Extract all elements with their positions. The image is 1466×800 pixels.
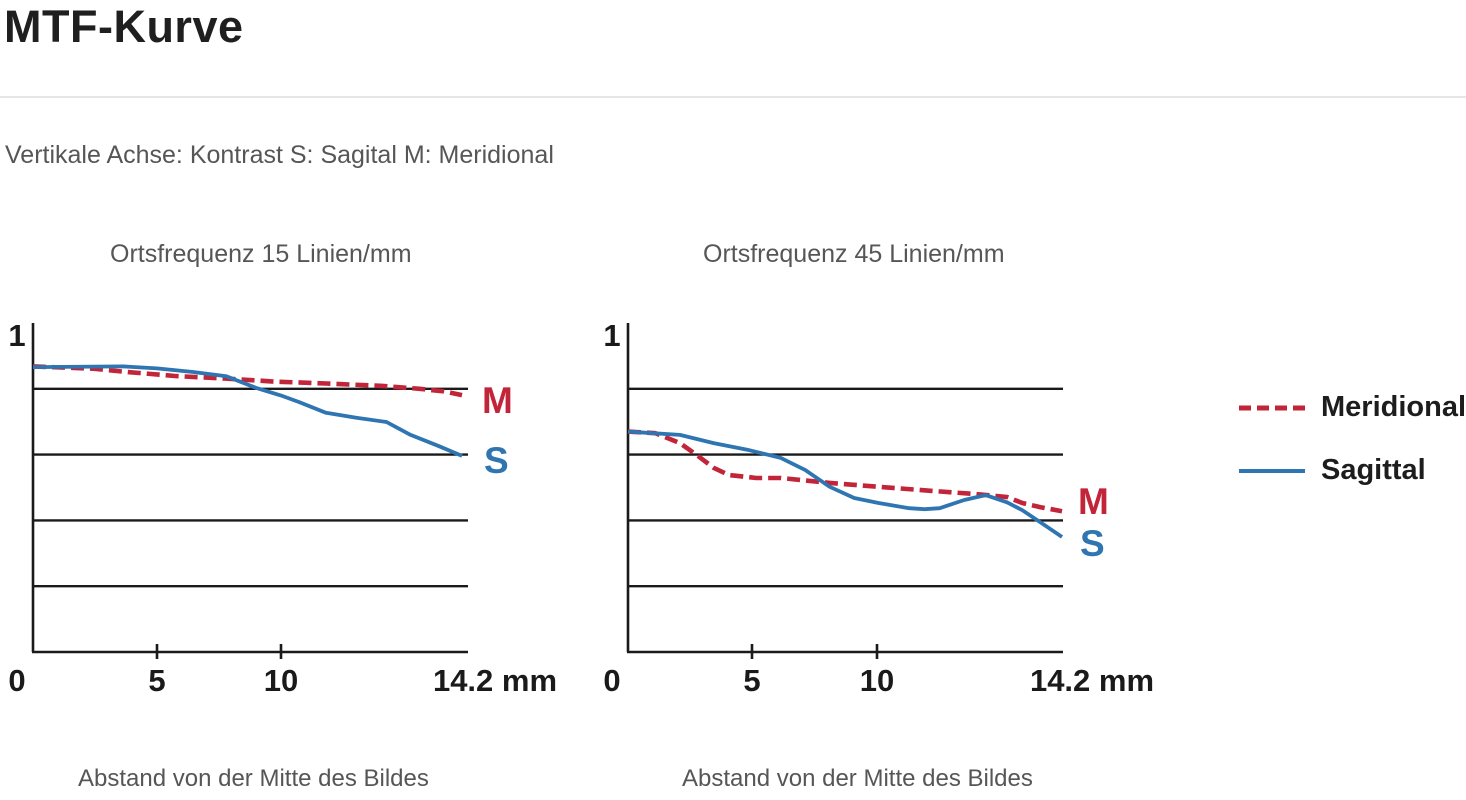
chart-2-meridional-label: M bbox=[1078, 481, 1109, 522]
legend-item-meridional: Meridional bbox=[1238, 391, 1466, 424]
chart-2-curves bbox=[627, 429, 1064, 539]
chart-1-sagittal-label: S bbox=[484, 440, 509, 481]
meridional-curve bbox=[627, 429, 1063, 514]
chart-2-xlabel: Abstand von der Mitte des Bildes bbox=[682, 765, 1033, 792]
chart-2-xtick-0: 0 bbox=[603, 663, 620, 698]
page-title: MTF-Kurve bbox=[4, 1, 244, 52]
sagittal-curve bbox=[627, 429, 1064, 539]
chart-2-ymax-label: 1 bbox=[603, 318, 620, 353]
chart-1-axes bbox=[31, 323, 468, 659]
chart-2-xtick-10: 10 bbox=[860, 663, 894, 698]
sagittal-solid-line-icon bbox=[1239, 468, 1305, 473]
legend-label-sagittal: Sagittal bbox=[1321, 454, 1426, 486]
chart-1-curves bbox=[32, 364, 463, 458]
chart-2-title: Ortsfrequenz 45 Linien/mm bbox=[703, 240, 1005, 268]
chart-2-sagittal-label: S bbox=[1080, 523, 1105, 564]
legend-label-meridional: Meridional bbox=[1321, 391, 1466, 423]
meridional-curve bbox=[32, 364, 463, 398]
legend-item-sagittal: Sagittal bbox=[1238, 454, 1426, 487]
chart-2-xtick-max: 14.2 mm bbox=[1030, 663, 1154, 698]
chart-1-xtick-5: 5 bbox=[148, 663, 165, 698]
chart-2-axes bbox=[626, 323, 1063, 659]
chart-1-xtick-max: 14.2 mm bbox=[433, 663, 557, 698]
chart-1-xtick-0: 0 bbox=[8, 663, 25, 698]
divider bbox=[0, 96, 1466, 98]
chart-1-xtick-10: 10 bbox=[264, 663, 298, 698]
meridional-dashed-line-icon bbox=[1239, 405, 1305, 410]
chart-1-title: Ortsfrequenz 15 Linien/mm bbox=[110, 240, 412, 268]
chart-1-meridional-label: M bbox=[482, 380, 513, 421]
sagittal-curve bbox=[32, 364, 463, 458]
chart-1-ymax-label: 1 bbox=[8, 318, 25, 353]
chart-1-xlabel: Abstand von der Mitte des Bildes bbox=[78, 765, 429, 792]
chart-2-xtick-5: 5 bbox=[743, 663, 760, 698]
axis-note: Vertikale Achse: Kontrast S: Sagital M: … bbox=[5, 141, 554, 169]
